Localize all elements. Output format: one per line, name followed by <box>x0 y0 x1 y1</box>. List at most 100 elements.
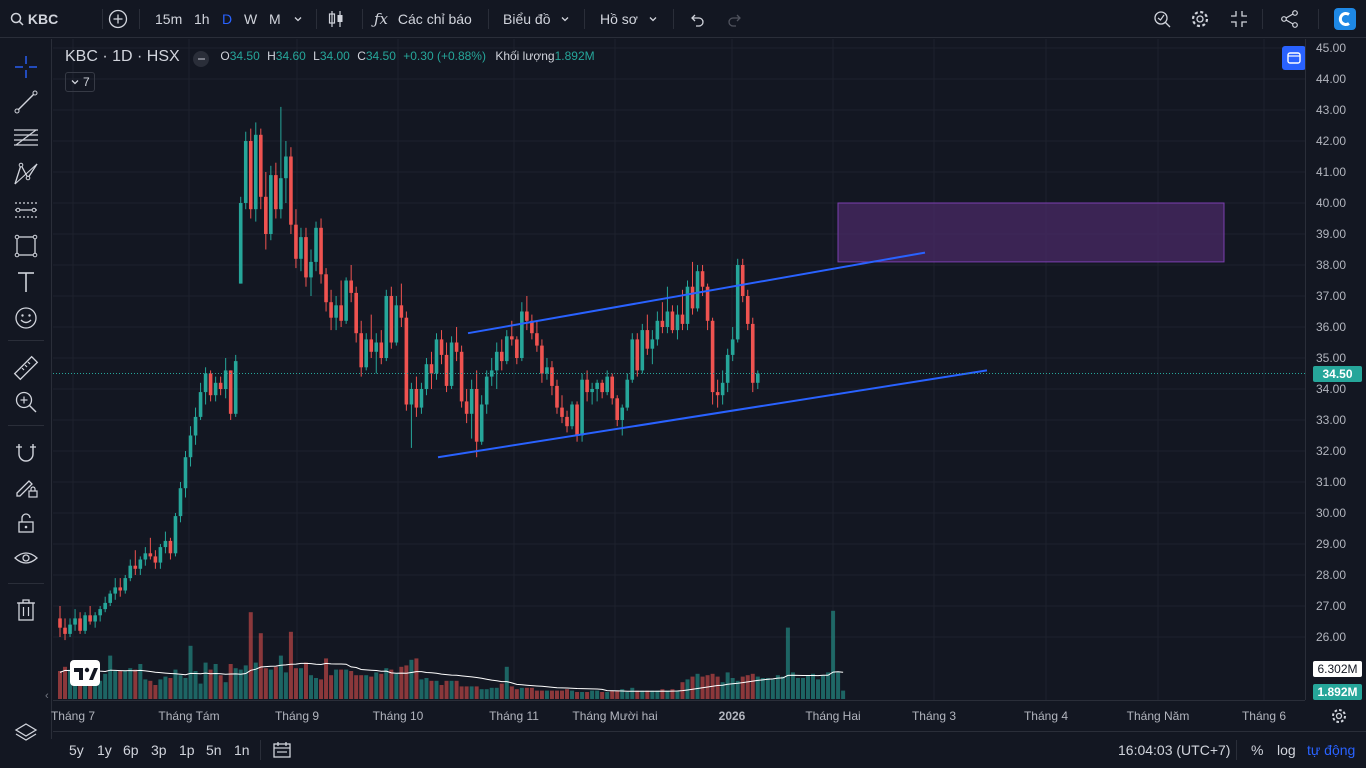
alert-button[interactable] <box>1152 0 1172 38</box>
go-to-date-button[interactable] <box>272 732 292 768</box>
volume-bar <box>665 690 670 699</box>
trendline-tool[interactable] <box>12 88 40 116</box>
crosshair-tool[interactable] <box>12 53 40 81</box>
chart-type-button[interactable] <box>326 0 346 38</box>
lock-drawings-tool[interactable] <box>12 509 40 537</box>
measure-tool[interactable] <box>12 354 40 382</box>
profile-menu-button[interactable]: Hồ sơ <box>600 0 658 38</box>
chart-sync-button[interactable] <box>1282 46 1306 70</box>
zoom-tool[interactable] <box>12 388 40 416</box>
toolbar-divider <box>584 9 585 29</box>
low-value: 34.00 <box>319 49 350 63</box>
range-6p[interactable]: 6p <box>123 742 139 758</box>
range-5y[interactable]: 5y <box>69 742 84 758</box>
volume-bar <box>168 678 173 699</box>
time-axis[interactable]: Tháng 7 Tháng Tám Tháng 9 Tháng 10 Tháng… <box>51 700 1305 730</box>
remove-drawings-tool[interactable] <box>12 596 40 624</box>
indicators-button[interactable]: ƒx Các chỉ báo <box>374 0 472 38</box>
volume-bar <box>228 664 233 699</box>
axis-settings-button[interactable] <box>1330 707 1348 730</box>
interval-m[interactable]: M <box>269 11 281 27</box>
brand-logo-icon <box>1334 8 1356 30</box>
candle-body <box>208 373 213 396</box>
forecast-tool[interactable] <box>12 196 40 224</box>
fib-tool[interactable] <box>12 124 40 152</box>
price-tick-label: 28.00 <box>1316 568 1347 582</box>
volume-bar <box>188 645 193 699</box>
candle-body <box>399 305 404 318</box>
toolbar-divider <box>1262 9 1263 29</box>
bottom-toolbar: 5y 1y 6p 3p 1p 5n 1n 16:04:03 (UTC+7) % … <box>53 731 1366 768</box>
candle-body <box>133 565 138 569</box>
market-status-icon[interactable] <box>193 51 210 67</box>
scroll-left-icon[interactable]: ‹ <box>45 690 49 702</box>
volume-bar <box>218 675 223 699</box>
stay-in-drawing-tool[interactable] <box>12 473 40 501</box>
undo-button[interactable] <box>688 0 706 38</box>
price-axis[interactable]: 45.00 44.00 43.00 42.00 41.00 40.00 39.00 38.00… <box>1305 39 1366 700</box>
text-tool[interactable] <box>12 268 40 296</box>
price-tick-label: 43.00 <box>1316 103 1347 117</box>
candle-body <box>63 627 67 634</box>
pattern-tool[interactable] <box>12 160 40 188</box>
range-3p[interactable]: 3p <box>151 742 167 758</box>
candle-body <box>504 336 509 362</box>
shape-tool[interactable] <box>12 232 40 260</box>
intervals-dropdown[interactable] <box>293 0 303 38</box>
toolbar-divider <box>1236 740 1237 760</box>
auto-scale-toggle[interactable]: tự động <box>1307 742 1356 758</box>
chart-menu-button[interactable]: Biểu đồ <box>503 0 570 38</box>
add-symbol-button[interactable] <box>108 0 128 38</box>
volume-bar <box>223 682 228 699</box>
range-1p[interactable]: 1p <box>179 742 195 758</box>
candle-body <box>620 407 625 420</box>
volume-bar <box>359 675 364 699</box>
volume-badge: 1.892M <box>1313 684 1362 700</box>
tradingview-logo[interactable] <box>70 660 100 691</box>
range-5n[interactable]: 5n <box>206 742 222 758</box>
clock-timezone[interactable]: 16:04:03 (UTC+7) <box>1118 742 1231 758</box>
redo-button[interactable] <box>726 0 744 38</box>
candle-body <box>459 351 464 402</box>
interval-15m[interactable]: 15m <box>155 11 183 27</box>
symbol-label: KBC <box>27 11 59 27</box>
indicators-collapse-button[interactable]: 7 <box>65 72 95 92</box>
interval-d[interactable]: D <box>222 11 233 27</box>
log-scale-toggle[interactable]: log <box>1277 742 1296 758</box>
volume-bar <box>158 679 163 699</box>
volume-bar <box>173 669 178 699</box>
close-label: C <box>357 49 366 63</box>
candle-body <box>279 178 283 210</box>
share-icon <box>1281 10 1298 28</box>
candle-body <box>715 392 720 396</box>
candle-body <box>665 311 670 327</box>
range-1n[interactable]: 1n <box>234 742 250 758</box>
magnet-tool[interactable] <box>12 439 40 467</box>
object-tree-button[interactable] <box>12 719 40 747</box>
toolbar-divider <box>139 9 140 29</box>
volume-bar <box>278 655 283 699</box>
volume-bar <box>816 679 821 699</box>
range-1y[interactable]: 1y <box>97 742 112 758</box>
candle-body <box>384 296 389 358</box>
emoji-tool[interactable] <box>12 304 40 332</box>
percent-scale-toggle[interactable]: % <box>1251 742 1264 758</box>
candle-body <box>745 296 750 324</box>
settings-button[interactable] <box>1190 0 1210 38</box>
volume-bar <box>394 673 399 699</box>
price-chart[interactable] <box>53 39 1305 700</box>
series-title[interactable]: KBC · 1D · HSX <box>65 48 180 65</box>
interval-w[interactable]: W <box>244 11 258 27</box>
symbol-search[interactable]: KBC <box>10 0 58 38</box>
hide-drawings-tool[interactable] <box>12 544 40 572</box>
toolbar-divider <box>8 583 44 584</box>
fullscreen-button[interactable] <box>1229 0 1249 38</box>
volume-bar <box>419 679 424 699</box>
candle-body <box>710 320 715 393</box>
plus-circle-icon <box>108 9 128 29</box>
redo-icon <box>728 14 741 27</box>
candle-body <box>309 261 313 278</box>
share-button[interactable] <box>1280 0 1300 38</box>
interval-1h[interactable]: 1h <box>194 11 210 27</box>
volume-bar <box>750 673 755 699</box>
